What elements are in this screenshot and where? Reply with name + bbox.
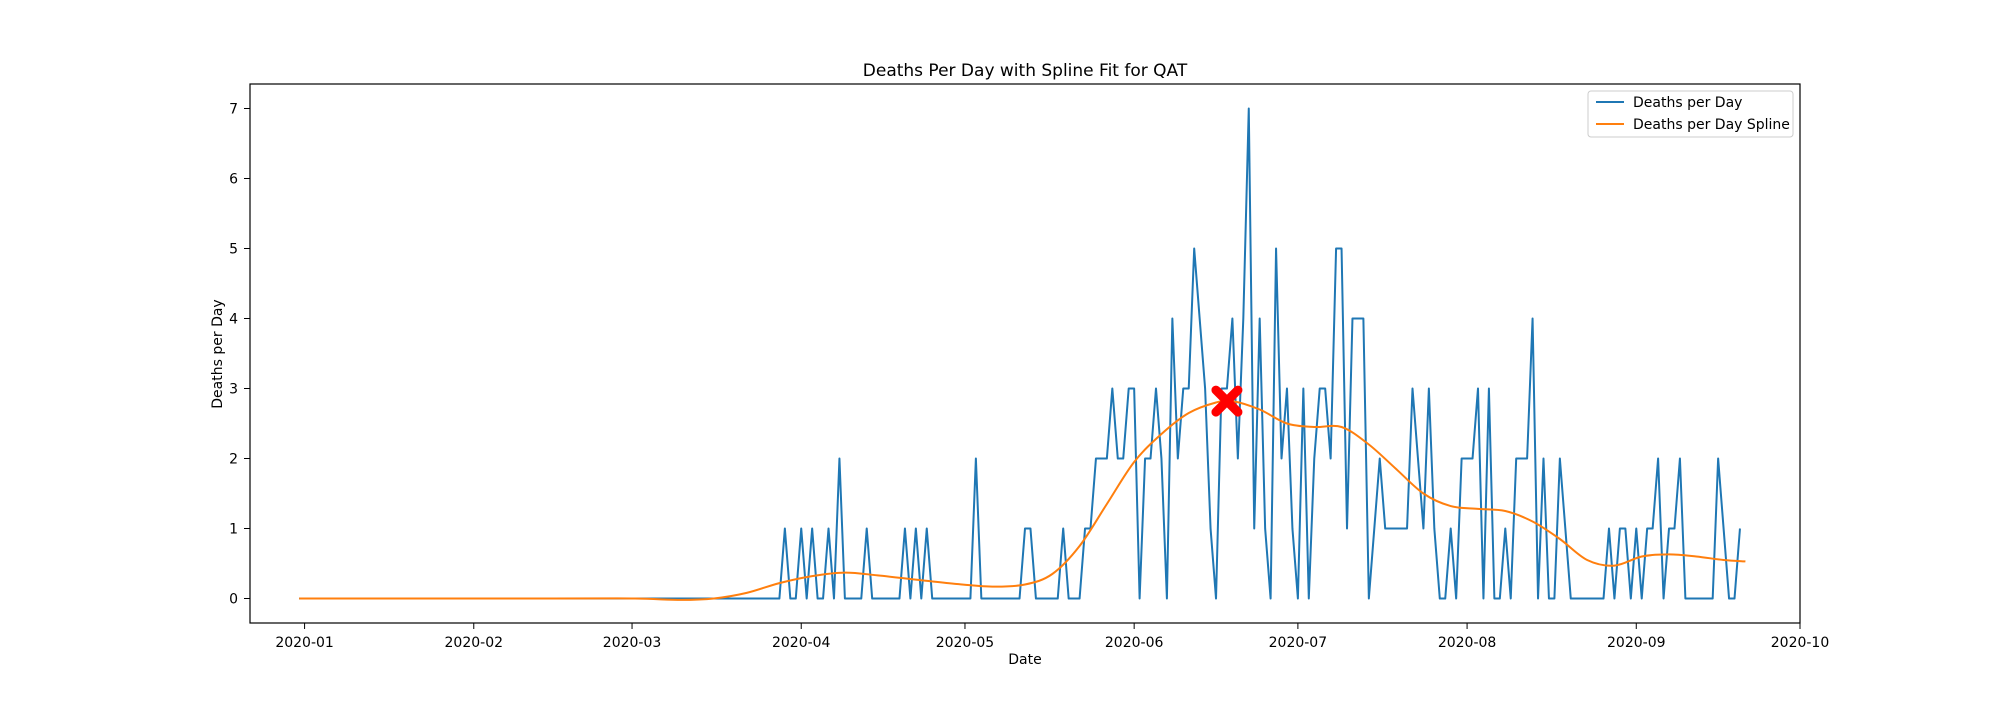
x-tick-label: 2020-02	[445, 635, 504, 651]
y-tick-label: 6	[229, 172, 238, 188]
y-tick-label: 4	[229, 312, 238, 328]
legend-frame	[1587, 90, 1794, 138]
y-tick-label: 3	[229, 382, 238, 398]
y-axis-label: Deaths per Day	[210, 299, 226, 408]
legend-label-deaths: Deaths per Day	[1633, 95, 1742, 111]
y-tick-label: 7	[229, 102, 238, 118]
x-axis-label: Date	[1008, 652, 1041, 668]
annotation-layer	[1211, 385, 1243, 417]
y-tick-label: 5	[229, 242, 238, 258]
y-tick-label: 2	[229, 452, 238, 468]
x-tick-label: 2020-06	[1105, 635, 1164, 651]
x-axis: 2020-01 2020-02 2020-03 2020-04 2020-05 2020-…	[275, 623, 1829, 651]
legend-label-spline: Deaths per Day Spline	[1633, 117, 1790, 133]
x-tick-label: 2020-08	[1438, 635, 1497, 651]
x-tick-label: 2020-09	[1607, 635, 1666, 651]
peak-x-marker-stroke	[1211, 385, 1243, 417]
series-layer	[299, 107, 1746, 601]
y-axis: 0 1 2 3 4 5 6 7	[229, 102, 250, 608]
x-tick-label: 2020-05	[936, 635, 995, 651]
x-tick-label: 2020-10	[1771, 635, 1830, 651]
y-tick-label: 1	[229, 522, 238, 538]
series-line-deaths	[299, 107, 1741, 600]
x-tick-label: 2020-04	[772, 635, 831, 651]
x-tick-label: 2020-01	[275, 635, 334, 651]
x-tick-label: 2020-03	[603, 635, 662, 651]
chart-title: Deaths Per Day with Spline Fit for QAT	[863, 61, 1188, 81]
x-tick-label: 2020-07	[1269, 635, 1328, 651]
peak-x-marker	[1211, 385, 1243, 417]
legend: Deaths per Day Deaths per Day Spline	[1587, 90, 1794, 138]
plot-area-frame	[249, 83, 1801, 624]
series-line-spline	[299, 399, 1746, 601]
y-tick-label: 0	[229, 592, 238, 608]
